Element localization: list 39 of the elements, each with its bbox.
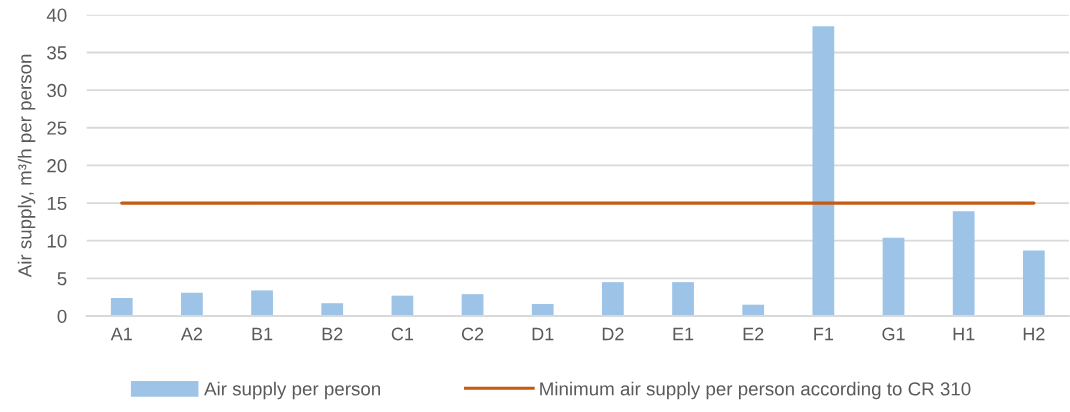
x-tick-label: C2 bbox=[461, 327, 484, 341]
bar bbox=[1022, 250, 1045, 316]
y-tick-label: 5 bbox=[57, 272, 67, 286]
x-tick-label: A1 bbox=[110, 327, 132, 341]
y-axis-title: Air supply, m³/h per person bbox=[17, 54, 36, 278]
bar bbox=[391, 295, 414, 316]
bar bbox=[602, 282, 624, 316]
x-tick-label: H1 bbox=[953, 327, 975, 341]
y-tick-label: 25 bbox=[47, 121, 67, 135]
bar bbox=[251, 290, 273, 316]
bar bbox=[461, 294, 484, 316]
bar bbox=[672, 282, 694, 316]
x-tick-label: D2 bbox=[602, 327, 624, 341]
x-tick-label: B2 bbox=[322, 327, 343, 341]
legend-label: Air supply per person bbox=[204, 381, 381, 400]
legend-label: Minimum air supply per person according to CR 310 bbox=[540, 381, 971, 400]
bar bbox=[882, 237, 905, 316]
x-tick-label: C1 bbox=[391, 327, 414, 341]
y-tick-label: 15 bbox=[47, 196, 67, 211]
x-tick-label: E1 bbox=[673, 327, 694, 341]
bar bbox=[321, 303, 344, 316]
bar bbox=[110, 297, 133, 316]
bar bbox=[812, 26, 835, 316]
y-tick-label: 10 bbox=[47, 234, 67, 248]
bar bbox=[531, 303, 554, 316]
x-tick-label: B1 bbox=[252, 327, 273, 341]
x-tick-label: D1 bbox=[532, 327, 554, 341]
y-tick-label: 0 bbox=[57, 309, 67, 323]
y-tick-label: 40 bbox=[46, 8, 67, 22]
x-tick-label: E2 bbox=[743, 327, 764, 341]
x-tick-label: G1 bbox=[882, 327, 905, 341]
x-tick-label: F1 bbox=[814, 327, 834, 341]
y-tick-label: 35 bbox=[47, 46, 67, 60]
bar bbox=[181, 292, 203, 316]
bar bbox=[952, 211, 975, 316]
x-tick-label: A2 bbox=[180, 327, 203, 341]
y-tick-label: 20 bbox=[47, 159, 67, 173]
x-tick-label: H2 bbox=[1023, 327, 1045, 341]
y-tick-label: 30 bbox=[47, 83, 67, 98]
